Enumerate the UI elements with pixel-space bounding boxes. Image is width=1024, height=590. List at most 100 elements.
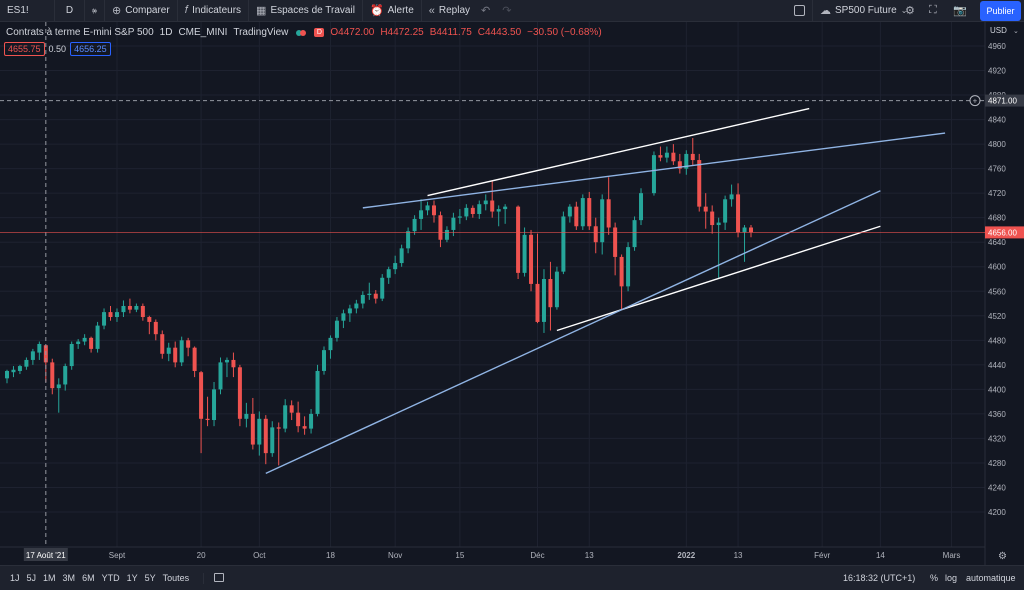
candle-body — [212, 389, 217, 421]
candle-body — [431, 205, 436, 216]
auto-scale-toggle[interactable]: automatique — [966, 573, 1016, 583]
candle-body — [606, 199, 611, 228]
alert-button[interactable]: ⏰ Alerte — [361, 0, 421, 22]
chevron-down-icon: ⌄ — [900, 6, 908, 15]
legend-close: C4443.50 — [477, 27, 522, 38]
sell-price-button[interactable]: 4655.75 — [4, 42, 45, 56]
candle-body — [567, 206, 572, 217]
time-tick-label: 13 — [585, 551, 594, 560]
candle-body — [373, 293, 378, 299]
add-alert-icon — [969, 95, 981, 107]
range-1d[interactable]: 1J — [10, 573, 20, 583]
undo-button[interactable]: ↶ — [477, 0, 498, 22]
candle-body — [127, 305, 132, 310]
candle-body — [690, 153, 695, 161]
legend-title: Contrats à terme E-mini S&P 500 — [6, 27, 154, 38]
candle-body — [386, 269, 391, 278]
redo-button[interactable]: ↷ — [498, 0, 519, 22]
candle-body — [503, 206, 508, 210]
layout-name-button[interactable]: ☁ SP500 Future ⌄ — [812, 0, 918, 22]
layout-toggle-button[interactable] — [790, 0, 809, 22]
indicators-icon: 𝑓 — [184, 4, 189, 16]
interval-button[interactable]: D — [54, 0, 84, 22]
settings-button[interactable]: ⚙ — [900, 0, 920, 22]
candle-body — [516, 206, 521, 273]
candle-body — [438, 215, 443, 240]
replay-label: Replay — [438, 5, 471, 16]
candle-body — [5, 370, 9, 379]
range-ytd[interactable]: YTD — [101, 573, 120, 583]
candle-body — [684, 153, 689, 169]
price-tick-label: 4520 — [988, 312, 1006, 321]
candle-body — [309, 413, 314, 429]
candle-body — [276, 427, 281, 429]
snapshot-button[interactable]: 📷 — [948, 0, 972, 22]
symbol-search-button[interactable]: ES1! — [0, 0, 54, 22]
range-3m[interactable]: 3M — [62, 573, 76, 583]
camera-icon: 📷 — [953, 5, 967, 17]
top-toolbar: ES1! D ⊕ Comparer 𝑓 Indicateurs ▦ Espace… — [0, 0, 1024, 22]
candle-body — [664, 152, 669, 158]
candle-body — [322, 350, 327, 371]
time-tick-label: 14 — [876, 551, 885, 560]
legend-exchange: CME_MINI — [178, 27, 228, 38]
indicators-button[interactable]: 𝑓 Indicateurs — [176, 0, 248, 22]
range-5d[interactable]: 5J — [26, 573, 37, 583]
candle-body — [347, 308, 352, 314]
candle-body — [95, 325, 100, 349]
candle-body — [30, 351, 35, 360]
delayed-badge[interactable]: D — [314, 28, 325, 37]
candle-body — [63, 366, 68, 385]
clock-display[interactable]: 16:18:32 (UTC+1) — [843, 573, 916, 583]
range-1m[interactable]: 1M — [43, 573, 56, 583]
candle-body — [140, 305, 145, 318]
candle-body — [166, 347, 171, 354]
candle-body — [393, 263, 398, 270]
fullscreen-button[interactable]: ⛶ — [924, 0, 942, 22]
candle-body — [574, 206, 579, 227]
candle-body — [296, 412, 301, 427]
price-tick-label: 4360 — [988, 410, 1006, 419]
chart-style-button[interactable] — [84, 0, 104, 22]
currency-label: USD — [990, 26, 1007, 35]
price-tick-label: 4280 — [988, 459, 1006, 468]
candle-body — [535, 283, 540, 322]
time-tick-label: 18 — [326, 551, 335, 560]
candle-body — [587, 198, 592, 227]
plus-circle-icon: ⊕ — [112, 5, 122, 17]
buy-price-button[interactable]: 4656.25 — [70, 42, 111, 56]
time-axis-ticks: Sept 20 Oct 18 Nov 15 Déc 13 2022 13 Févr 14 Mars ⚙ — [0, 546, 1007, 562]
candle-body — [626, 247, 631, 287]
log-toggle[interactable]: log — [945, 573, 958, 583]
candle-body — [697, 160, 702, 207]
percent-toggle[interactable]: % — [930, 573, 939, 583]
replay-button[interactable]: « Replay — [420, 0, 477, 22]
legend-open: O4472.00 — [330, 27, 375, 38]
workspaces-button[interactable]: ▦ Espaces de Travail — [248, 0, 362, 22]
candle-body — [477, 204, 482, 215]
market-status-dots[interactable] — [296, 29, 307, 36]
range-all[interactable]: Toutes — [162, 573, 190, 583]
square-icon — [794, 5, 805, 16]
grid-lines — [0, 22, 985, 547]
time-tick-label: Oct — [253, 551, 266, 560]
price-tick-label: 4560 — [988, 287, 1006, 296]
candle-body — [108, 312, 113, 318]
candle-body — [283, 405, 288, 429]
candle-body — [244, 413, 249, 419]
date-range-button[interactable] — [203, 572, 225, 584]
publish-button[interactable]: Publier — [980, 1, 1021, 21]
candle-body — [173, 347, 178, 363]
range-1y[interactable]: 1Y — [126, 573, 138, 583]
price-chart[interactable]: 4200 4240 4280 4320 4360 4400 4440 4480 4520 4560… — [0, 22, 1024, 565]
compare-button[interactable]: ⊕ Comparer — [104, 0, 177, 22]
candle-body — [619, 256, 624, 287]
candle-body — [50, 362, 55, 389]
range-5y[interactable]: 5Y — [144, 573, 156, 583]
candle-body — [742, 227, 747, 233]
price-axis — [985, 22, 1024, 565]
candle-body — [250, 413, 255, 445]
candle-body — [716, 222, 721, 226]
range-6m[interactable]: 6M — [82, 573, 95, 583]
symbol-label: ES1! — [7, 5, 29, 16]
